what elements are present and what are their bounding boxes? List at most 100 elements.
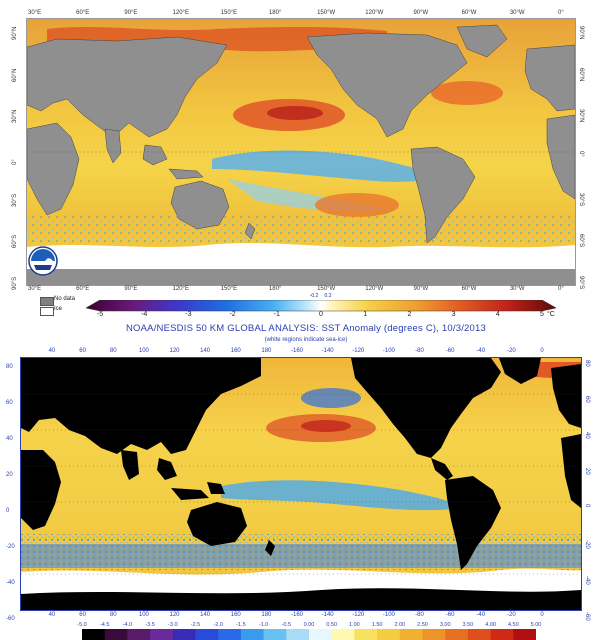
bottom-colorbar-tick: -0.5 xyxy=(281,622,292,628)
bottom-colorbar-segment xyxy=(399,629,423,640)
top-lon-label: 60°W xyxy=(461,10,477,16)
bottom-colorbar-tick: -3.5 xyxy=(145,622,155,628)
bottom-lon-label-bottom: 80 xyxy=(109,612,117,618)
bottom-colorbar-segment xyxy=(513,629,536,640)
top-lon-label-bottom: 60°E xyxy=(76,286,90,292)
bottom-lon-label: 0 xyxy=(540,348,544,354)
top-lat-label-right: 90°N xyxy=(578,26,584,40)
ice-label: Ice xyxy=(54,306,63,312)
bottom-colorbar-segment xyxy=(104,629,128,640)
bottom-lon-label: -80 xyxy=(415,348,424,354)
bottom-lon-label-bottom: 180 xyxy=(261,612,272,618)
antarctic-land xyxy=(27,269,575,285)
bottom-colorbar-segment xyxy=(445,629,469,640)
top-colorbar-tick: 2 xyxy=(407,311,412,318)
bottom-lon-label-bottom: -60 xyxy=(445,612,455,618)
bottom-lon-label-bottom: -20 xyxy=(507,612,516,618)
top-lon-label: 90°E xyxy=(124,10,138,16)
bottom-colorbar-segment xyxy=(490,629,514,640)
top-colorbar-tick: 1 xyxy=(363,311,368,318)
bottom-lat-label-left: 60 xyxy=(6,400,13,406)
bottom-colorbar-tick: 3.50 xyxy=(462,622,474,628)
bottom-colorbar-tick: 2.50 xyxy=(417,622,428,628)
top-lon-label: 60°E xyxy=(76,10,90,16)
bottom-lat-label-left: 0 xyxy=(6,508,10,514)
bottom-lon-label: 120 xyxy=(169,348,180,354)
bottom-colorbar-tick: -4.5 xyxy=(99,622,110,628)
bottom-colorbar-tick: 1.00 xyxy=(349,622,360,628)
top-lon-label: 90°W xyxy=(413,10,429,16)
noaa-logo-icon xyxy=(28,246,58,276)
top-lon-label: 0° xyxy=(558,10,564,16)
top-colorbar-tick: 0 xyxy=(319,311,323,318)
bottom-colorbar-tick: 0.50 xyxy=(326,622,338,628)
top-lon-label-bottom: 150°W xyxy=(317,286,336,292)
bottom-lon-label-bottom: 60 xyxy=(79,612,86,618)
bottom-colorbar-tick: 2.00 xyxy=(394,622,406,628)
bottom-colorbar-tick: 3.00 xyxy=(439,622,451,628)
southern-ocean-band xyxy=(27,215,575,243)
bottom-lat-label-left: 80 xyxy=(6,364,13,370)
bottom-sst-anomaly-map xyxy=(20,357,582,611)
top-lat-label-right: 60°S xyxy=(578,234,584,248)
bottom-lon-label-bottom: -160 xyxy=(290,612,304,618)
bottom-colorbar-segment xyxy=(354,629,378,640)
top-lat-label-right: 0° xyxy=(578,151,584,157)
top-sst-anomaly-map xyxy=(26,18,576,286)
bottom-colorbar-tick: 0.00 xyxy=(303,622,315,628)
north-atlantic-warm-anomaly xyxy=(431,81,503,105)
bottom-colorbar-tick: -3.0 xyxy=(168,622,178,628)
bottom-lon-label: -60 xyxy=(445,348,455,354)
top-lat-label-right: 30°N xyxy=(578,109,584,123)
bottom-lon-label: -100 xyxy=(382,348,395,354)
top-lon-label-bottom: 0° xyxy=(558,286,564,292)
top-lat-label-left: 60°S xyxy=(12,235,18,249)
bottom-lon-label-bottom: -40 xyxy=(476,612,486,618)
top-lon-label-bottom: 180° xyxy=(268,286,282,292)
bottom-lat-label-right: 0 xyxy=(584,504,590,508)
top-colorbar-tick: -3 xyxy=(185,311,192,318)
bottom-lat-label-left: 40 xyxy=(6,436,13,442)
top-lat-label-left: 90°N xyxy=(12,26,18,40)
top-lon-label-bottom: 30°E xyxy=(28,286,42,292)
top-lat-label-left: 60°N xyxy=(12,68,18,82)
top-lat-label-left: 90°S xyxy=(12,276,18,290)
top-colorbar-tick: -5 xyxy=(96,311,104,318)
top-lon-label-bottom: 120°W xyxy=(365,286,384,292)
top-colorbar-tick: 3 xyxy=(451,311,456,318)
bottom-colorbar-segment xyxy=(240,629,265,640)
top-lon-label-bottom: 90°E xyxy=(124,286,138,292)
bottom-lon-label: -160 xyxy=(290,348,304,354)
bottom-lat-label-right: -20 xyxy=(584,540,590,549)
bottom-lon-label: 80 xyxy=(109,348,117,354)
bottom-lat-label-left: -20 xyxy=(6,544,15,550)
top-lon-label: 30°W xyxy=(509,10,525,16)
top-colorbar-tick: -1 xyxy=(273,311,280,318)
bottom-lat-label-right: 60 xyxy=(584,396,590,403)
bottom-colorbar-tick: -4.0 xyxy=(122,622,133,628)
bottom-lon-label: 100 xyxy=(138,348,149,354)
bottom-lon-label: 60 xyxy=(79,348,86,354)
bottom-colorbar-segment xyxy=(127,629,151,640)
unit-label: °C xyxy=(547,311,555,318)
top-map-canvas xyxy=(27,19,575,285)
top-lon-label-bottom: 90°W xyxy=(413,286,429,292)
bottom-lon-label-bottom: -100 xyxy=(382,612,395,618)
bottom-map-subtitle: (white regions indicate sea-ice) xyxy=(264,337,348,343)
equatorial-cold-tongue xyxy=(212,150,437,182)
bottom-colorbar-segment xyxy=(467,629,492,640)
bottom-lon-label-bottom: 100 xyxy=(138,612,149,618)
south-pacific-warm-anomaly xyxy=(315,193,399,217)
bottom-colorbar-tick: 5.00 xyxy=(530,622,542,628)
top-lat-label-left: 30°S xyxy=(12,193,18,207)
bottom-lat-label-right: 80 xyxy=(584,360,590,367)
bottom-lon-label: 40 xyxy=(48,348,56,354)
bottom-lat-label-left: -60 xyxy=(6,616,15,622)
bottom-lon-label: 160 xyxy=(230,348,241,354)
bottom-lat-label-left: -40 xyxy=(6,580,15,586)
bottom-lon-label-bottom: 40 xyxy=(48,612,56,618)
bottom-colorbar-tick: -1.0 xyxy=(258,622,269,628)
top-lon-label: 30°E xyxy=(28,10,42,16)
bottom-colorbar-tick: -5.0 xyxy=(77,622,87,628)
bottom-lon-label: 140 xyxy=(200,348,211,354)
